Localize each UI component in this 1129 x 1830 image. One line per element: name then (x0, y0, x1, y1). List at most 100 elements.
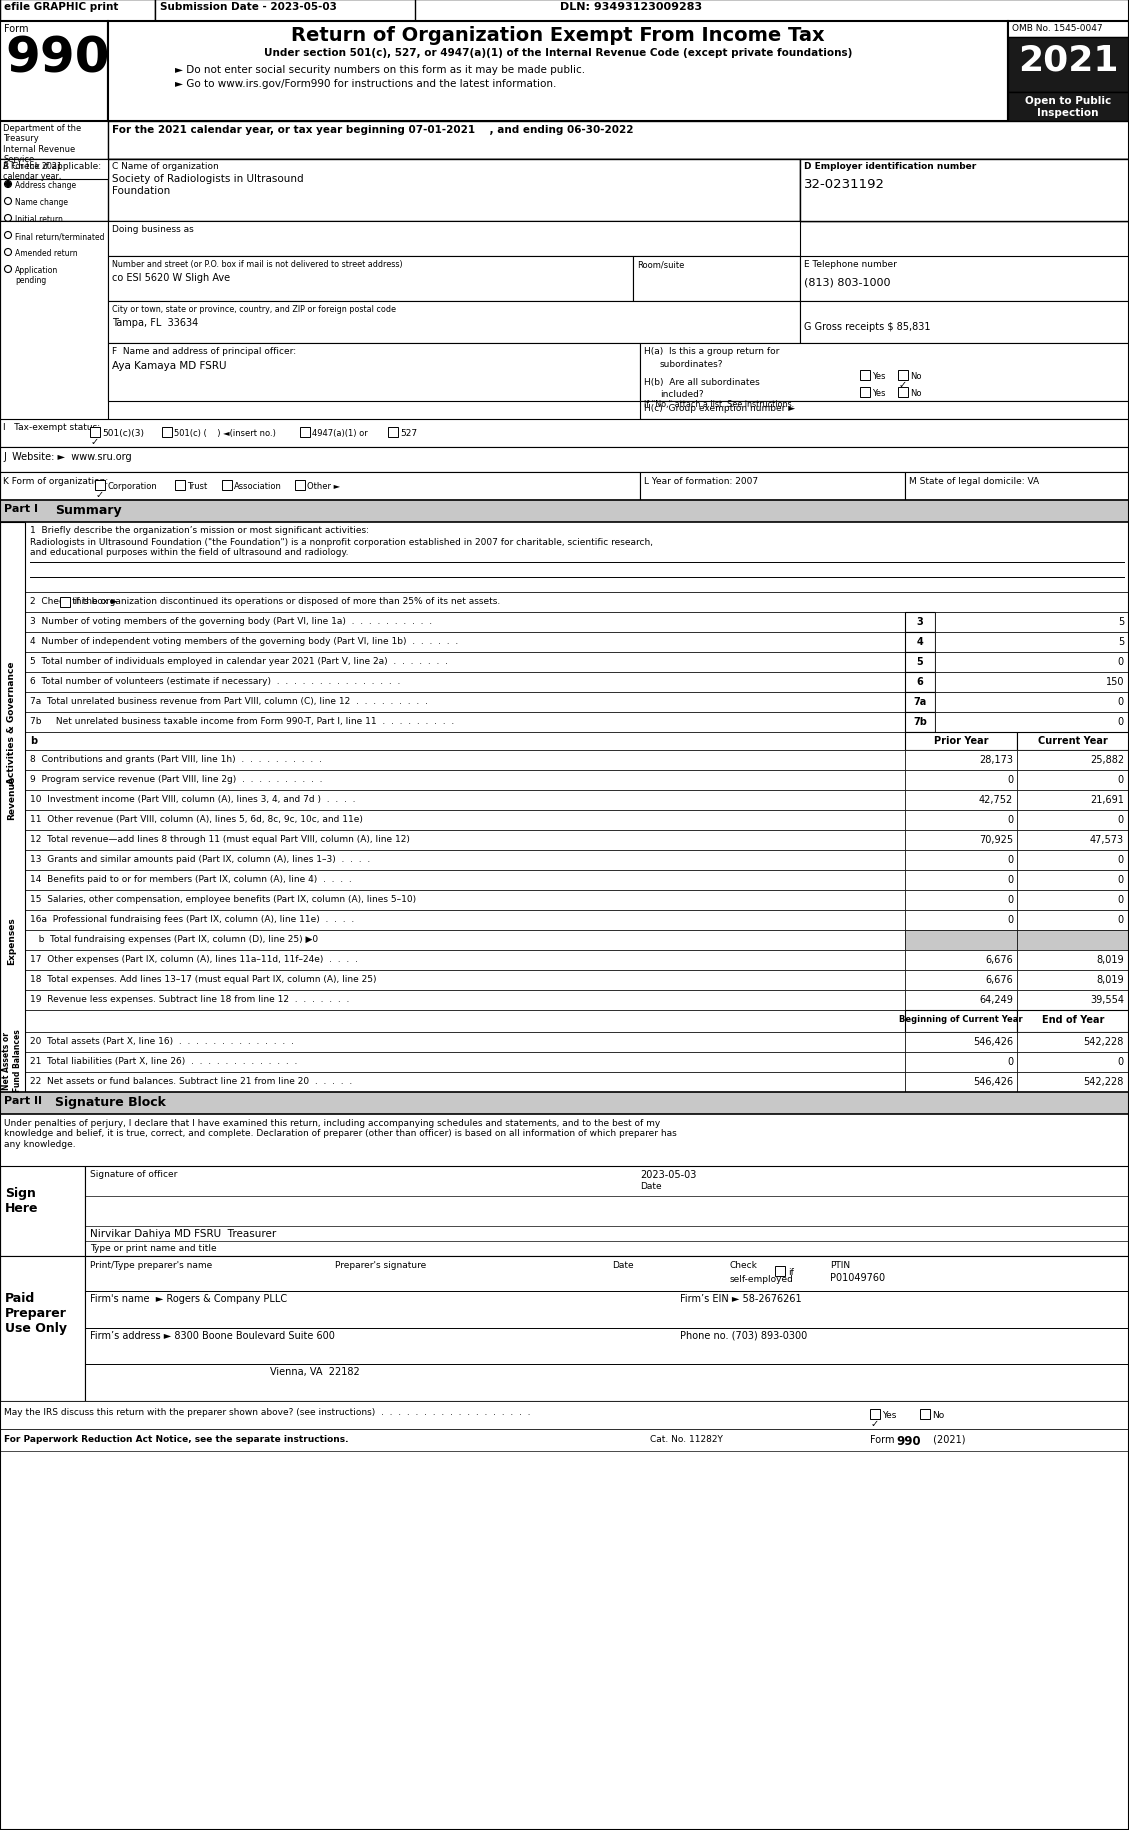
Text: F  Name and address of principal officer:: F Name and address of principal officer: (112, 348, 296, 355)
Text: 21  Total liabilities (Part X, line 26)  .  .  .  .  .  .  .  .  .  .  .  .  .: 21 Total liabilities (Part X, line 26) .… (30, 1056, 297, 1065)
Text: A For the 2021
calendar year,: A For the 2021 calendar year, (3, 161, 62, 181)
Bar (905, 990, 1017, 1010)
Bar (25, 1010, 905, 1032)
Text: Department of the
Treasury
Internal Revenue
Service: Department of the Treasury Internal Reve… (3, 124, 81, 165)
Text: 542,228: 542,228 (1084, 1036, 1124, 1047)
Text: 5: 5 (917, 657, 924, 666)
Bar (1017, 911, 1129, 930)
Text: Activities & Governance: Activities & Governance (8, 661, 17, 783)
Bar (633, 256, 800, 302)
Text: Firm's name  ► Rogers & Company PLLC: Firm's name ► Rogers & Company PLLC (90, 1294, 287, 1303)
Text: 19  Revenue less expenses. Subtract line 18 from line 12  .  .  .  .  .  .  .: 19 Revenue less expenses. Subtract line … (30, 994, 349, 1003)
Bar (1017, 1052, 1129, 1072)
Text: OMB No. 1545-0047: OMB No. 1545-0047 (1012, 24, 1103, 33)
Bar (905, 1010, 1017, 1032)
Bar (0, 472, 640, 501)
Bar (25, 1072, 905, 1093)
Text: if the organization discontinued its operations or disposed of more than 25% of : if the organization discontinued its ope… (71, 597, 500, 606)
Bar (25, 732, 905, 750)
Bar (0, 0, 155, 22)
Text: 5: 5 (1118, 617, 1124, 626)
Text: Aya Kamaya MD FSRU: Aya Kamaya MD FSRU (112, 361, 227, 371)
Text: Application
pending: Application pending (15, 265, 59, 285)
Text: 6,676: 6,676 (986, 974, 1013, 985)
Text: Signature Block: Signature Block (55, 1096, 166, 1109)
Text: 501(c)(3): 501(c)(3) (102, 428, 145, 437)
Text: 150: 150 (1105, 677, 1124, 686)
Bar (905, 851, 1017, 871)
Text: Type or print name and title: Type or print name and title (90, 1243, 217, 1252)
Bar (25, 750, 905, 770)
Text: 4: 4 (917, 637, 924, 646)
Text: 18  Total expenses. Add lines 13–17 (must equal Part IX, column (A), line 25): 18 Total expenses. Add lines 13–17 (must… (30, 974, 376, 983)
Bar (25, 1032, 905, 1052)
Text: 3: 3 (917, 617, 924, 626)
Bar (25, 930, 905, 950)
Bar (905, 970, 1017, 990)
Bar (175, 481, 185, 490)
Bar (0, 123, 108, 159)
Text: 28,173: 28,173 (979, 754, 1013, 765)
Bar (300, 428, 310, 437)
Bar (25, 633, 905, 653)
Bar (1017, 970, 1129, 990)
Bar (905, 653, 935, 673)
Text: 11  Other revenue (Part VIII, column (A), lines 5, 6d, 8c, 9c, 10c, and 11e): 11 Other revenue (Part VIII, column (A),… (30, 814, 362, 824)
Bar (0, 419, 1129, 448)
Text: Yes: Yes (872, 371, 885, 381)
Text: For the 2021 calendar year, or tax year beginning 07-01-2021    , and ending 06-: For the 2021 calendar year, or tax year … (112, 124, 633, 135)
Text: Doing business as: Doing business as (112, 225, 194, 234)
Text: 7b     Net unrelated business taxable income from Form 990-T, Part I, line 11  .: 7b Net unrelated business taxable income… (30, 717, 454, 727)
Text: 12  Total revenue—add lines 8 through 11 (must equal Part VIII, column (A), line: 12 Total revenue—add lines 8 through 11 … (30, 834, 410, 844)
Text: efile GRAPHIC print: efile GRAPHIC print (5, 2, 119, 13)
Bar (1017, 750, 1129, 770)
Bar (898, 388, 908, 397)
Bar (870, 1409, 879, 1420)
Text: 17  Other expenses (Part IX, column (A), lines 11a–11d, 11f–24e)  .  .  .  .: 17 Other expenses (Part IX, column (A), … (30, 955, 358, 963)
Bar (0, 1402, 1129, 1429)
Text: 7b: 7b (913, 717, 927, 727)
Text: H(c)  Group exemption number ►: H(c) Group exemption number ► (644, 404, 795, 414)
Bar (25, 911, 905, 930)
Text: 0: 0 (1007, 1056, 1013, 1067)
Bar (1017, 891, 1129, 911)
Bar (774, 1266, 785, 1276)
Text: DLN: 93493123009283: DLN: 93493123009283 (560, 2, 702, 13)
Text: 2023-05-03: 2023-05-03 (640, 1169, 697, 1179)
Text: C Name of organization: C Name of organization (112, 161, 219, 170)
Text: P01049760: P01049760 (830, 1272, 885, 1283)
Text: 47,573: 47,573 (1089, 834, 1124, 844)
Text: PTIN: PTIN (830, 1261, 850, 1270)
Bar (108, 22, 1008, 123)
Bar (898, 371, 908, 381)
Bar (905, 673, 935, 692)
Text: 527: 527 (400, 428, 417, 437)
Text: 2  Check this box ►: 2 Check this box ► (30, 597, 117, 606)
Text: Nirvikar Dahiya MD FSRU  Treasurer: Nirvikar Dahiya MD FSRU Treasurer (90, 1228, 277, 1239)
Text: b  Total fundraising expenses (Part IX, column (D), line 25) ▶0: b Total fundraising expenses (Part IX, c… (30, 935, 318, 944)
Bar (1017, 1072, 1129, 1093)
Text: Room/suite: Room/suite (637, 260, 684, 269)
Text: ► Do not enter social security numbers on this form as it may be made public.: ► Do not enter social security numbers o… (175, 64, 585, 75)
Text: City or town, state or province, country, and ZIP or foreign postal code: City or town, state or province, country… (112, 306, 396, 313)
Text: Preparer's signature: Preparer's signature (335, 1261, 427, 1270)
Text: Cat. No. 11282Y: Cat. No. 11282Y (650, 1435, 723, 1444)
Bar (0, 501, 1129, 523)
Bar (1017, 950, 1129, 970)
Bar (905, 811, 1017, 831)
Bar (920, 1409, 930, 1420)
Bar (108, 302, 800, 344)
Text: 8  Contributions and grants (Part VIII, line 1h)  .  .  .  .  .  .  .  .  .  .: 8 Contributions and grants (Part VIII, l… (30, 754, 322, 763)
Text: No: No (910, 371, 921, 381)
Bar (905, 911, 1017, 930)
Bar (1017, 1032, 1129, 1052)
Text: 0: 0 (1007, 915, 1013, 924)
Text: 546,426: 546,426 (973, 1076, 1013, 1087)
Text: Check: Check (730, 1261, 758, 1270)
Bar (905, 791, 1017, 811)
Text: D Employer identification number: D Employer identification number (804, 161, 977, 170)
Bar (905, 732, 1017, 750)
Text: ► Go to www.irs.gov/Form990 for instructions and the latest information.: ► Go to www.irs.gov/Form990 for instruct… (175, 79, 557, 90)
Text: b: b (30, 736, 37, 745)
Text: Sign
Here: Sign Here (5, 1186, 38, 1215)
